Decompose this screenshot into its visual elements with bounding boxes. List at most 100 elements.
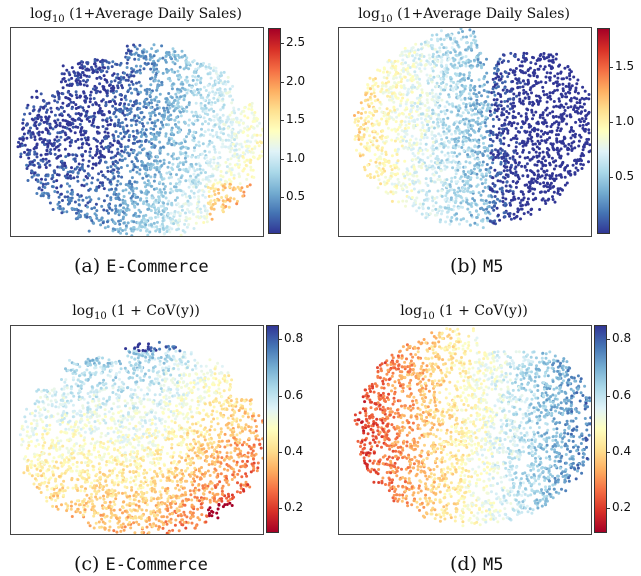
- scatter-point: [89, 97, 92, 101]
- scatter-point: [161, 204, 165, 208]
- scatter-point: [388, 176, 392, 180]
- scatter-point: [517, 161, 521, 165]
- scatter-point: [368, 172, 372, 176]
- scatter-point: [66, 190, 69, 194]
- scatter-point: [149, 114, 153, 118]
- scatter-point: [411, 179, 415, 183]
- scatter-point: [404, 115, 408, 119]
- scatter-point: [78, 195, 82, 198]
- scatter-point: [369, 92, 373, 96]
- scatter-point: [193, 146, 196, 150]
- scatter-point: [112, 168, 116, 172]
- scatter-point: [467, 119, 471, 123]
- scatter-point: [156, 161, 159, 165]
- scatter-point: [164, 60, 168, 64]
- scatter-point: [55, 156, 59, 160]
- scatter-point: [406, 66, 410, 70]
- scatter-point: [552, 82, 555, 85]
- scatter-point: [477, 78, 481, 82]
- scatter-point: [497, 118, 501, 121]
- scatter-point: [491, 176, 495, 180]
- scatter-point: [67, 153, 71, 157]
- scatter-point: [392, 118, 396, 121]
- scatter-point: [456, 168, 460, 172]
- scatter-point: [183, 94, 187, 98]
- scatter-point: [133, 205, 137, 209]
- scatter-point: [259, 141, 263, 145]
- scatter-point: [189, 202, 193, 206]
- scatter-point: [96, 178, 100, 182]
- scatter-point: [138, 223, 142, 227]
- scatter-point: [158, 230, 162, 234]
- scatter-point: [441, 126, 445, 130]
- scatter-point: [207, 63, 211, 66]
- scatter-point: [54, 124, 58, 128]
- scatter-point: [207, 142, 211, 146]
- scatter-point: [449, 198, 453, 201]
- scatter-point: [398, 140, 402, 144]
- scatter-point: [396, 107, 399, 111]
- scatter-point: [40, 177, 43, 181]
- scatter-point: [152, 127, 156, 131]
- scatter-point: [554, 164, 558, 168]
- scatter-point: [40, 188, 44, 192]
- scatter-point: [144, 223, 148, 227]
- scatter-point: [468, 210, 472, 214]
- scatter-point: [252, 133, 256, 137]
- scatter-point: [199, 87, 202, 91]
- scatter-point: [106, 123, 110, 127]
- scatter-point: [514, 126, 518, 130]
- scatter-point: [103, 226, 107, 230]
- scatter-point: [450, 188, 454, 192]
- scatter-point: [119, 231, 122, 235]
- scatter-point: [525, 200, 529, 204]
- scatter-point: [192, 139, 196, 143]
- scatter-point: [66, 104, 70, 107]
- scatter-point: [513, 73, 517, 77]
- scatter-point: [483, 75, 487, 78]
- scatter-point: [207, 91, 211, 95]
- scatter-point: [237, 131, 240, 134]
- panel-a-colorbar-tickmark: [280, 82, 284, 83]
- scatter-point: [150, 121, 154, 125]
- scatter-point: [127, 103, 131, 107]
- scatter-point: [95, 145, 99, 148]
- scatter-point: [221, 97, 225, 101]
- scatter-point: [113, 164, 117, 168]
- scatter-point: [207, 122, 211, 126]
- scatter-point: [145, 199, 149, 203]
- scatter-point: [455, 154, 459, 158]
- scatter-point: [99, 70, 103, 74]
- scatter-point: [109, 198, 113, 202]
- scatter-point: [409, 116, 413, 120]
- scatter-point: [150, 196, 154, 200]
- scatter-point: [238, 182, 242, 186]
- scatter-point: [231, 98, 235, 102]
- scatter-point: [165, 225, 169, 229]
- scatter-point: [450, 160, 454, 164]
- scatter-point: [162, 106, 166, 110]
- scatter-point: [147, 203, 151, 207]
- scatter-point: [125, 61, 129, 65]
- scatter-point: [143, 61, 147, 65]
- scatter-point: [377, 166, 381, 170]
- scatter-point: [140, 111, 144, 114]
- scatter-point: [237, 123, 241, 127]
- scatter-point: [57, 138, 61, 142]
- scatter-point: [425, 197, 429, 201]
- scatter-point: [208, 160, 212, 164]
- scatter-point: [61, 92, 65, 96]
- scatter-point: [221, 105, 225, 109]
- scatter-point: [557, 105, 561, 109]
- scatter-point: [213, 193, 217, 196]
- scatter-point: [109, 80, 113, 84]
- scatter-point: [509, 51, 513, 55]
- scatter-point: [537, 147, 541, 151]
- scatter-point: [183, 156, 187, 160]
- scatter-point: [358, 130, 362, 134]
- panel-a-colorbar-tick-label: 2.0: [286, 74, 306, 88]
- scatter-point: [391, 97, 395, 101]
- scatter-point: [486, 146, 489, 150]
- scatter-point: [491, 200, 495, 204]
- scatter-point: [473, 85, 477, 88]
